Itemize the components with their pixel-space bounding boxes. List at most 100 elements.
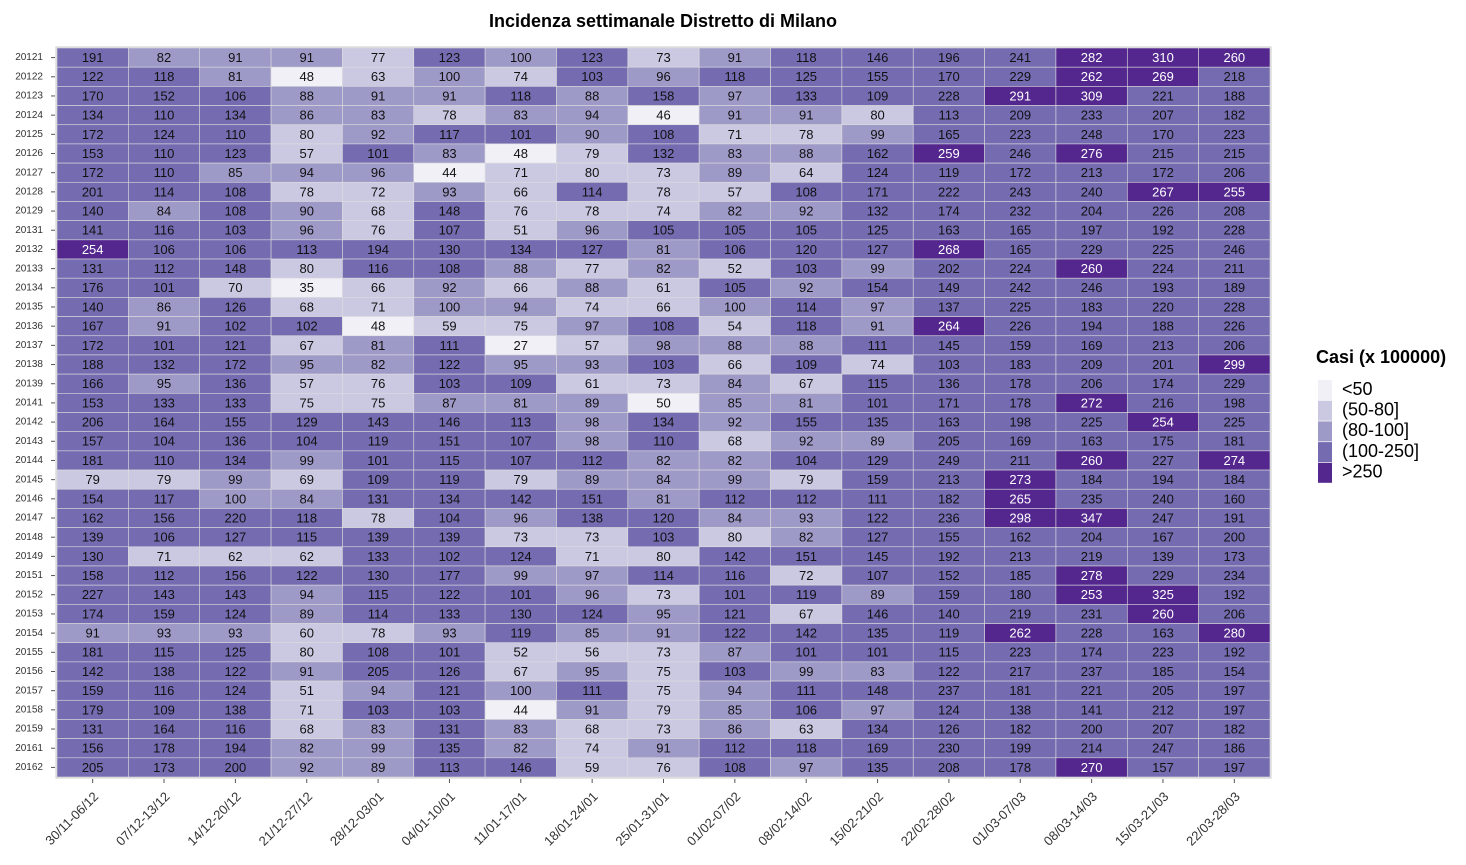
cell-label: 74 — [585, 741, 599, 756]
cell-label: 222 — [938, 184, 960, 199]
cell-label: 91 — [300, 50, 314, 65]
y-tick-label: 20122 — [15, 71, 43, 82]
x-tick-label: 08/03-14/03 — [1040, 789, 1100, 849]
cell-label: 95 — [585, 664, 599, 679]
cell-label: 63 — [799, 721, 813, 736]
cell-label: 131 — [82, 261, 104, 276]
cell-label: 165 — [1009, 223, 1031, 238]
cell-label: 133 — [367, 549, 389, 564]
cell-label: 172 — [82, 165, 104, 180]
cell-label: 181 — [82, 645, 104, 660]
cell-label: 265 — [1009, 491, 1031, 506]
cell-label: 73 — [585, 530, 599, 545]
cell-label: 101 — [153, 280, 175, 295]
cell-label: 211 — [1010, 453, 1031, 468]
cell-label: 99 — [371, 741, 385, 756]
cell-label: 152 — [153, 88, 175, 103]
cell-label: 82 — [371, 357, 385, 372]
y-tick-label: 20128 — [15, 187, 43, 198]
cell-label: 91 — [799, 108, 813, 123]
cell-label: 114 — [653, 568, 674, 583]
cell-label: 81 — [514, 395, 528, 410]
cell-label: 70 — [228, 280, 242, 295]
cell-label: 91 — [585, 702, 599, 717]
cell-label: 109 — [367, 472, 389, 487]
cell-label: 233 — [1081, 108, 1103, 123]
cell-label: 189 — [1223, 280, 1245, 295]
cell-label: 72 — [799, 568, 813, 583]
cell-label: 173 — [1223, 549, 1245, 564]
cell-label: 146 — [439, 415, 461, 430]
cell-label: 99 — [514, 568, 528, 583]
cell-label: 94 — [371, 683, 385, 698]
cell-label: 99 — [870, 127, 884, 142]
cell-label: 141 — [82, 223, 104, 238]
cell-label: 124 — [225, 683, 247, 698]
cell-label: 84 — [728, 376, 742, 391]
y-tick-label: 20137 — [15, 340, 43, 351]
cell-label: 181 — [82, 453, 104, 468]
cell-label: 198 — [1223, 395, 1245, 410]
cell-label: 73 — [514, 530, 528, 545]
cell-label: 85 — [728, 702, 742, 717]
cell-label: 174 — [1152, 376, 1174, 391]
y-tick-label: 20131 — [15, 225, 43, 236]
cell-label: 83 — [870, 664, 884, 679]
cell-label: 119 — [939, 165, 960, 180]
cell-label: 262 — [1009, 626, 1031, 641]
cell-label: 80 — [300, 127, 314, 142]
cell-label: 191 — [82, 50, 104, 65]
cell-label: 88 — [514, 261, 528, 276]
cell-label: 205 — [367, 664, 389, 679]
cell-label: 112 — [796, 491, 817, 506]
cell-label: 202 — [938, 261, 960, 276]
cell-label: 133 — [225, 395, 247, 410]
cell-label: 134 — [82, 108, 104, 123]
cell-label: 93 — [228, 626, 242, 641]
cell-label: 79 — [585, 146, 599, 161]
cell-label: 140 — [82, 204, 104, 219]
cell-label: 56 — [585, 645, 599, 660]
cell-label: 134 — [439, 491, 461, 506]
cell-label: 127 — [867, 242, 889, 257]
cell-label: 101 — [510, 127, 532, 142]
cell-label: 200 — [1223, 530, 1245, 545]
legend-label: (50-80] — [1342, 399, 1399, 419]
cell-label: 100 — [439, 299, 461, 314]
cell-label: 174 — [82, 606, 104, 621]
cell-label: 208 — [938, 760, 960, 775]
cell-label: 122 — [296, 568, 318, 583]
cell-label: 76 — [371, 223, 385, 238]
cell-label: 188 — [1152, 319, 1174, 334]
cell-label: 91 — [300, 664, 314, 679]
cell-label: 136 — [225, 376, 247, 391]
cell-label: 228 — [1223, 223, 1245, 238]
cell-label: 90 — [585, 127, 599, 142]
cell-label: 96 — [514, 510, 528, 525]
cell-label: 264 — [938, 319, 960, 334]
cell-label: 171 — [867, 184, 889, 199]
cell-label: 79 — [85, 472, 99, 487]
cell-label: 205 — [82, 760, 104, 775]
cell-label: 240 — [1081, 184, 1103, 199]
cell-label: 126 — [225, 299, 247, 314]
cell-label: 125 — [225, 645, 247, 660]
cell-label: 109 — [510, 376, 532, 391]
cell-label: 208 — [1223, 204, 1245, 219]
cell-label: 67 — [799, 606, 813, 621]
cell-label: 110 — [154, 165, 175, 180]
cell-label: 69 — [300, 472, 314, 487]
cell-label: 132 — [867, 204, 889, 219]
cell-label: 118 — [796, 319, 817, 334]
cell-label: 112 — [724, 491, 745, 506]
cell-label: 130 — [367, 568, 389, 583]
cell-label: 207 — [1152, 721, 1174, 736]
cell-label: 130 — [439, 242, 461, 257]
cell-label: 248 — [1081, 127, 1103, 142]
cell-label: 97 — [870, 299, 884, 314]
cell-label: 224 — [1009, 261, 1031, 276]
cell-label: 143 — [153, 587, 175, 602]
cell-label: 84 — [157, 204, 171, 219]
cell-label: 87 — [442, 395, 456, 410]
cell-label: 101 — [367, 146, 389, 161]
